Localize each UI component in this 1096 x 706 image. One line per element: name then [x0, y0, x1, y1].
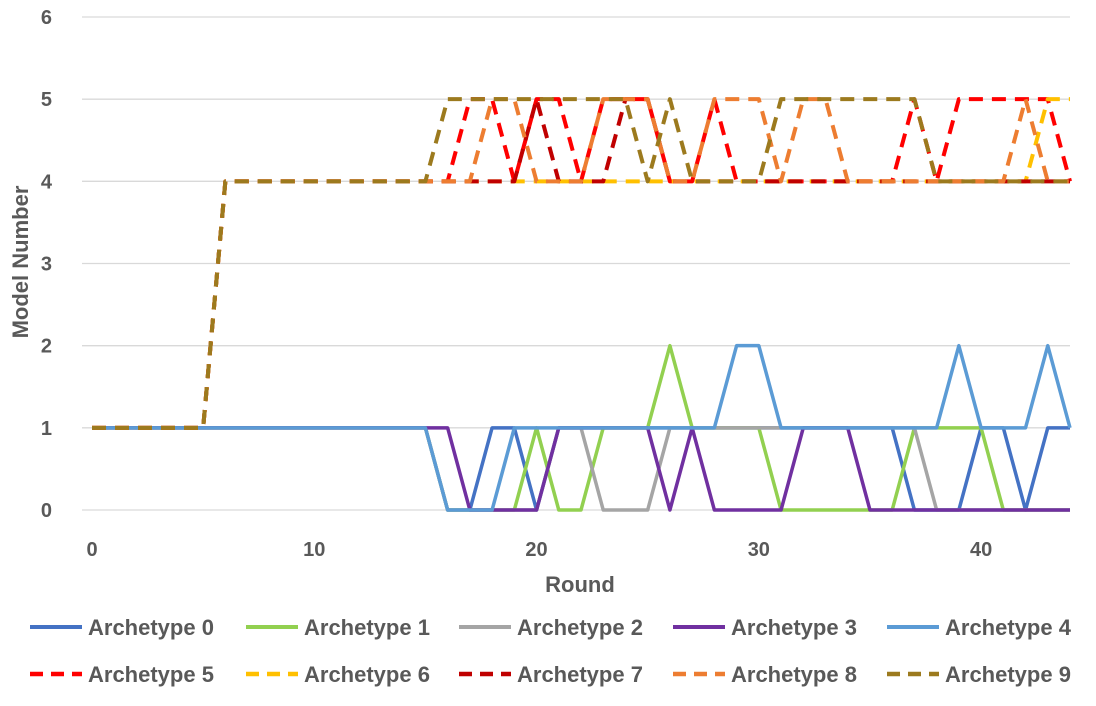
x-tick-label-40: 40	[970, 539, 992, 561]
x-tick-label-30: 30	[748, 539, 770, 561]
legend-label-5: Archetype 5	[88, 662, 214, 687]
legend-label-7: Archetype 7	[517, 662, 643, 687]
y-tick-label-1: 1	[41, 418, 52, 440]
y-tick-label-3: 3	[41, 254, 52, 276]
gridlines	[82, 16, 1070, 511]
y-tick-label-0: 0	[41, 500, 52, 522]
legend-label-3: Archetype 3	[731, 615, 857, 640]
legend: Archetype 0 Archetype 1 Archetype 2 Archety…	[30, 615, 1072, 687]
series-lines	[92, 97, 1072, 512]
series-line-3	[92, 426, 1070, 512]
series-line-0	[92, 426, 1070, 512]
y-tick-label-6: 6	[41, 7, 52, 29]
y-tick-label-2: 2	[41, 336, 52, 358]
series-line-8	[92, 97, 1070, 430]
y-axis-label: Model Number	[8, 185, 33, 338]
legend-label-4: Archetype 4	[945, 615, 1072, 640]
x-tick-label-0: 0	[86, 539, 97, 561]
x-tick-labels: 0 10 20 30 40	[86, 539, 992, 561]
x-tick-label-10: 10	[303, 539, 325, 561]
y-tick-label-4: 4	[41, 171, 53, 193]
legend-label-1: Archetype 1	[304, 615, 430, 640]
x-axis-label: Round	[545, 572, 615, 597]
y-tick-label-5: 5	[41, 89, 52, 111]
legend-label-8: Archetype 8	[731, 662, 857, 687]
legend-label-6: Archetype 6	[304, 662, 430, 687]
legend-label-2: Archetype 2	[517, 615, 643, 640]
legend-label-9: Archetype 9	[945, 662, 1071, 687]
series-line-4	[92, 343, 1072, 512]
y-tick-labels: 0 1 2 3 4 5 6	[41, 7, 53, 522]
x-tick-label-20: 20	[525, 539, 547, 561]
legend-label-0: Archetype 0	[88, 615, 214, 640]
series-line-2	[92, 426, 1070, 512]
